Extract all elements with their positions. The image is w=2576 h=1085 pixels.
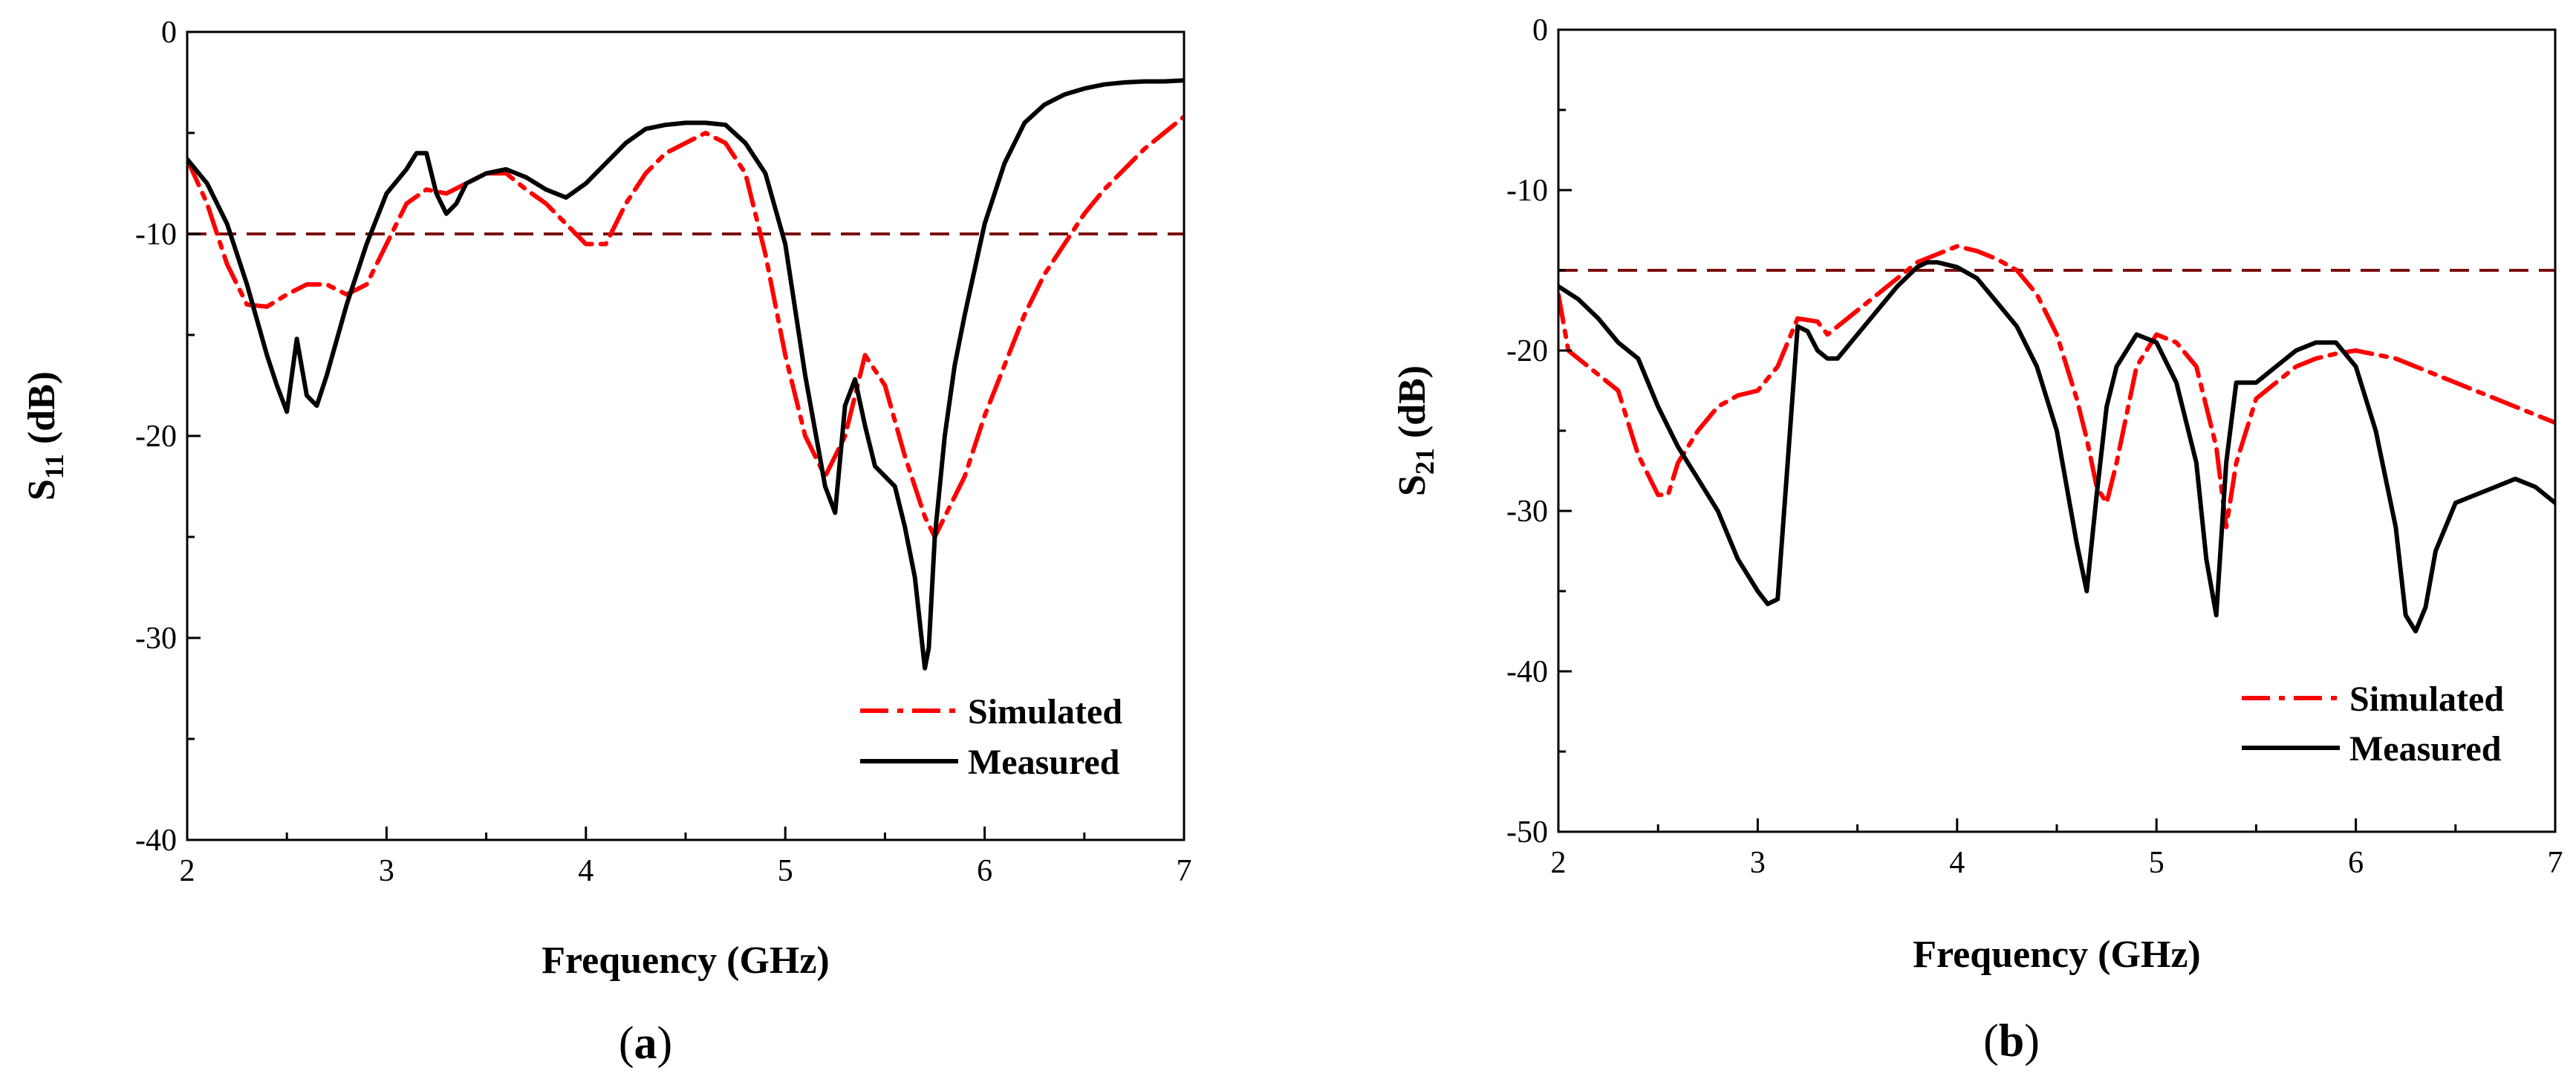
panel-b-chart: 2 3 4 5 6 7 0 -10 -20 -30 -40 -50 Frequency (GHz) S… [1391,13,2563,1066]
panel-b-xtick-label: 5 [2149,846,2164,880]
panel-b-xlabel: Frequency (GHz) [1913,934,2201,976]
panel-a-xlabel: Frequency (GHz) [541,939,830,982]
panel-b-xtick-label: 2 [1551,846,1567,880]
panel-b-legend: Simulated Measured [2242,680,2504,769]
panel-a-legend: Simulated Measured [860,692,1122,782]
legend-measured-label: Measured [968,743,1120,782]
panel-b-xtick-label: 3 [1750,846,1766,880]
panel-b-ytick-label: -30 [1506,495,1548,529]
panel-a-ytick-label: -20 [135,420,177,454]
panel-a-ytick-label: -30 [135,622,177,656]
panel-b-xtick-label: 6 [2348,846,2364,880]
panel-a-xtick-label: 4 [578,854,593,888]
panel-b-label: (b) [1983,1016,2040,1066]
legend-simulated-label: Simulated [968,692,1122,732]
panel-a-ylabel: S11 (dB) [21,371,69,501]
panel-b-ytick-label: -50 [1506,815,1548,850]
panel-b-ytick-label: -20 [1506,334,1548,368]
panel-a-ytick-label: -40 [135,824,177,858]
panel-a-xtick-label: 3 [379,854,394,888]
panel-a-series-simulated [187,114,1184,539]
panel-b-xtick-label: 4 [1949,846,1965,880]
panel-a-chart: 2 3 4 5 6 7 0 -10 -20 -30 -40 Frequency (GHz) S11 … [21,16,1192,1069]
panel-b-ytick-label: 0 [1532,13,1548,48]
panel-b-ytick-label: -10 [1506,174,1548,208]
panel-a-ytick-label: 0 [161,16,177,50]
panel-a-label: (a) [619,1018,672,1069]
panel-a-xtick-label: 2 [180,854,195,888]
panel-b-ytick-label: -40 [1506,655,1548,689]
panel-a-ytick-label: -10 [135,218,177,252]
panel-b-series-simulated [1558,244,2555,530]
panel-a-series-measured [187,78,1184,671]
panel-b-series-measured [1558,260,2555,633]
legend-measured-label: Measured [2349,729,2502,769]
panel-a-xtick-label: 6 [977,854,992,888]
panel-b-xtick-label: 7 [2548,846,2563,880]
panel-a-xtick-label: 5 [778,854,793,888]
panel-b-ylabel: S21 (dB) [1391,365,1440,496]
legend-simulated-label: Simulated [2349,680,2504,719]
panel-a-xtick-label: 7 [1177,854,1192,888]
